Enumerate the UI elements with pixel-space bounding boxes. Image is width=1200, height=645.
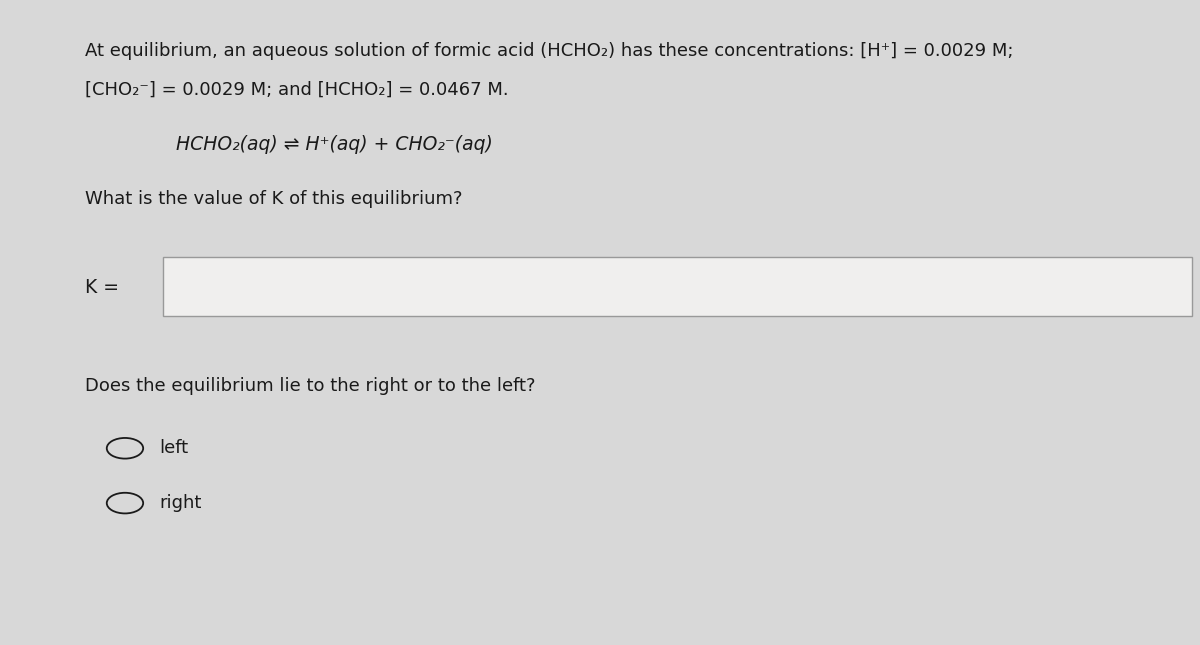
Text: What is the value of K of this equilibrium?: What is the value of K of this equilibri… [85, 190, 463, 208]
FancyBboxPatch shape [162, 257, 1192, 316]
Text: [CHO₂⁻] = 0.0029 M; and [HCHO₂] = 0.0467 M.: [CHO₂⁻] = 0.0029 M; and [HCHO₂] = 0.0467… [85, 81, 509, 99]
Text: HCHO₂(aq) ⇌ H⁺(aq) + CHO₂⁻(aq): HCHO₂(aq) ⇌ H⁺(aq) + CHO₂⁻(aq) [176, 135, 493, 154]
Text: Does the equilibrium lie to the right or to the left?: Does the equilibrium lie to the right or… [85, 377, 535, 395]
Text: right: right [160, 494, 202, 512]
Text: At equilibrium, an aqueous solution of formic acid (HCHO₂) has these concentrati: At equilibrium, an aqueous solution of f… [85, 42, 1014, 60]
Text: K =: K = [85, 277, 119, 297]
Text: left: left [160, 439, 188, 457]
